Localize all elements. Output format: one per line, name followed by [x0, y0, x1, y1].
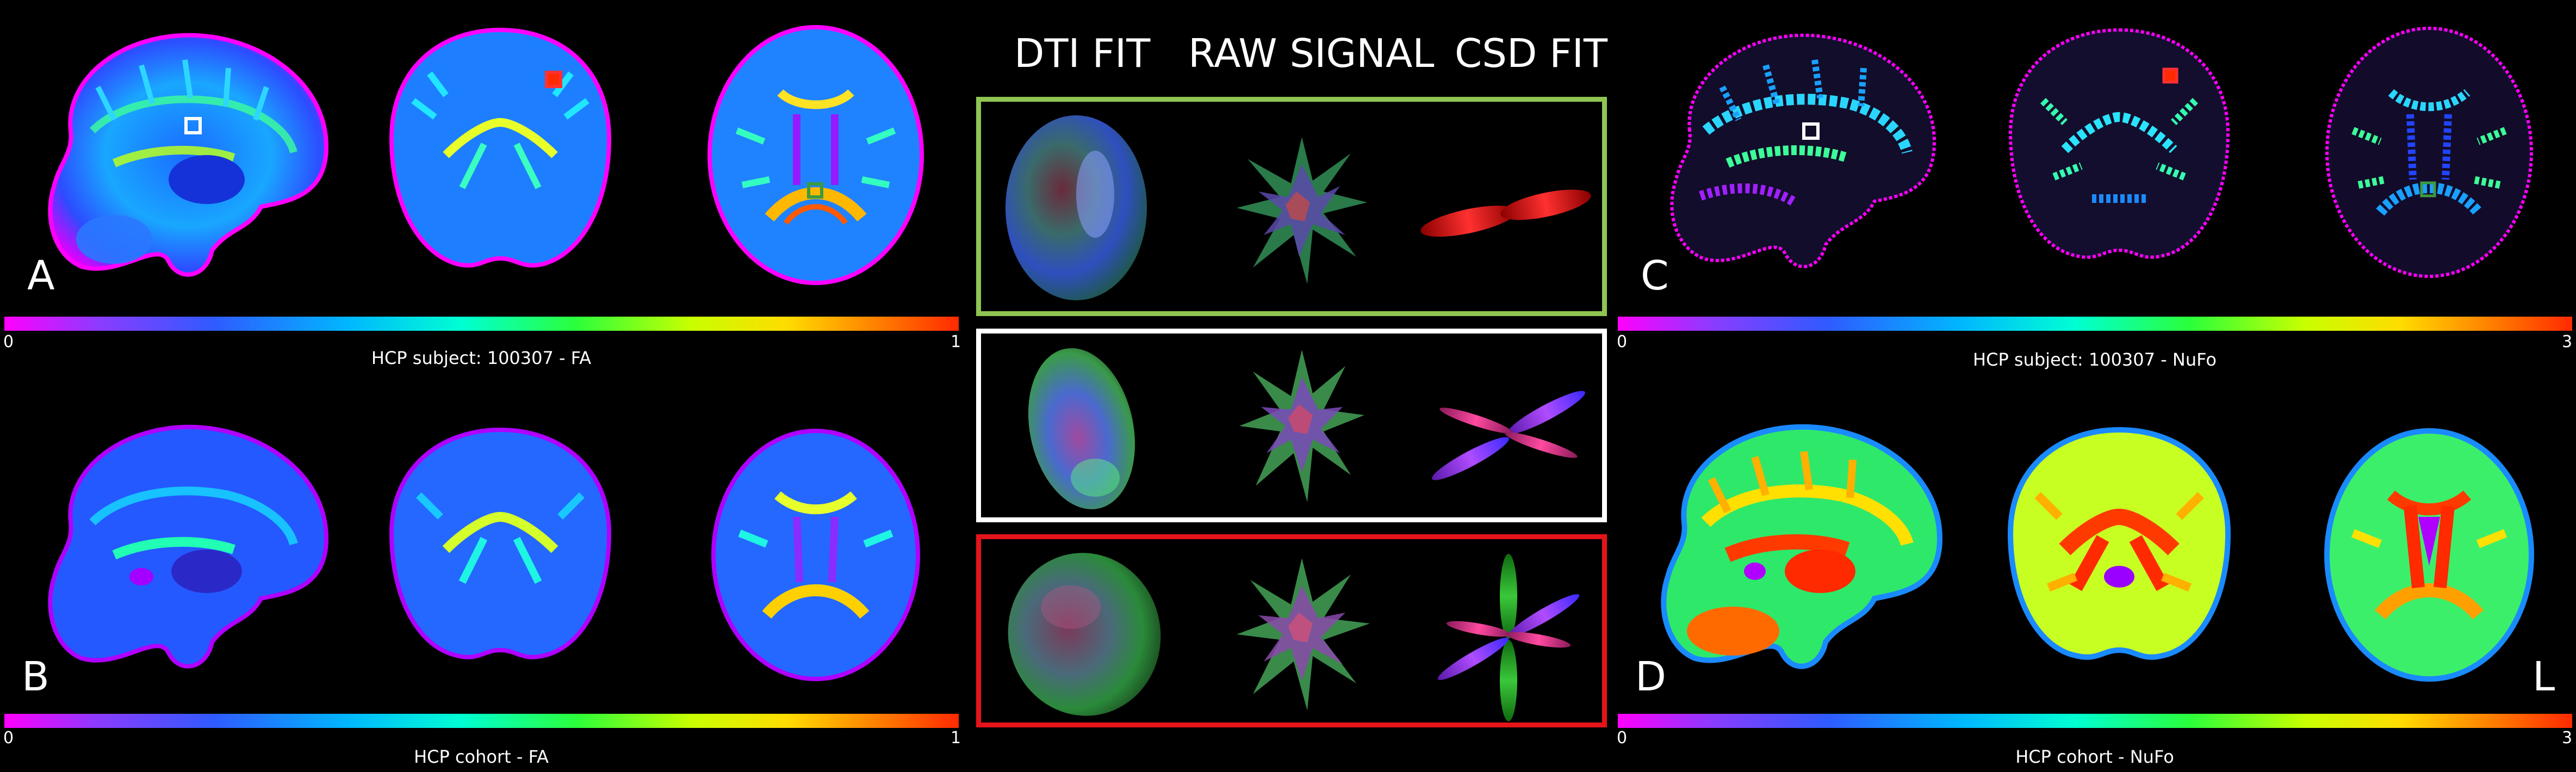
nufo-colorbar-bottom: [1618, 714, 2572, 728]
axial-brain-fa-cohort: [711, 429, 920, 681]
caption-bottom-right: HCP cohort - NuFo: [2015, 746, 2174, 767]
nufo-colorbar-top-max: 3: [2562, 332, 2573, 351]
fa-colorbar-bottom-min: 0: [3, 728, 14, 748]
glyph-box-white: [976, 329, 1607, 522]
panel-b: B 0 1 HCP cohort - FA: [0, 392, 963, 772]
csd-glyph-green: [1420, 189, 1591, 237]
fa-colorbar-top: [4, 317, 959, 331]
raw-signal-glyph-white: [1239, 350, 1364, 502]
axial-brain-fa-subject: [707, 25, 924, 285]
coronal-brain-nufo-subject: [2008, 28, 2230, 259]
glyph-box-green: [976, 97, 1607, 316]
panel-c: C 0 3 HCP subject: 100307 - NuFo: [1613, 0, 2576, 381]
panel-label-d: D: [1635, 653, 1666, 700]
panel-d: D L 0 3 HCP cohort - NuFo: [1613, 392, 2576, 772]
axial-brain-nufo-subject: [2325, 27, 2533, 278]
axial-brain-nufo-cohort: [2324, 428, 2534, 682]
coronal-brain-nufo-cohort: [2007, 427, 2231, 660]
dti-ellipsoid-white: [1028, 348, 1135, 510]
caption-top-left: HCP subject: 100307 - FA: [371, 348, 592, 368]
caption-bottom-left: HCP cohort - FA: [414, 746, 549, 767]
dti-ellipsoid-red: [1008, 553, 1161, 716]
coronal-brain-fa-cohort: [389, 427, 612, 659]
panel-label-c: C: [1641, 252, 1669, 299]
panel-label-a: A: [27, 252, 55, 299]
fa-colorbar-top-max: 1: [951, 332, 961, 351]
glyph-box-red: [976, 534, 1607, 727]
column-title-csd: CSD FIT: [1455, 30, 1607, 76]
fa-colorbar-bottom: [4, 714, 959, 728]
sagittal-brain-nufo-cohort: [1661, 424, 1943, 669]
sagittal-brain-nufo-subject: [1670, 33, 1936, 269]
fa-colorbar-bottom-max: 1: [951, 728, 961, 748]
raw-signal-glyph-green: [1237, 137, 1367, 284]
raw-signal-glyph-red: [1237, 558, 1370, 711]
sagittal-brain-fa-subject: [48, 33, 329, 277]
sagittal-brain-fa-cohort: [48, 424, 329, 669]
column-title-dti: DTI FIT: [1014, 30, 1151, 76]
nufo-colorbar-top-min: 0: [1617, 332, 1628, 351]
csd-glyph-red: [1437, 554, 1580, 721]
panel-a: A 0 1 HCP subject: 100307 - FA: [0, 0, 963, 381]
panel-label-b: B: [22, 653, 49, 700]
nufo-colorbar-bottom-min: 0: [1617, 728, 1628, 748]
csd-glyph-white: [1432, 391, 1585, 480]
nufo-colorbar-top: [1618, 317, 2572, 331]
column-title-raw: RAW SIGNAL: [1188, 30, 1435, 76]
caption-top-right: HCP subject: 100307 - NuFo: [1973, 349, 2217, 370]
coronal-brain-fa-subject: [389, 27, 612, 268]
nufo-colorbar-bottom-max: 3: [2562, 728, 2573, 748]
dti-ellipsoid-green: [1005, 115, 1147, 300]
fa-colorbar-top-min: 0: [3, 332, 14, 351]
panel-label-l: L: [2532, 653, 2555, 700]
